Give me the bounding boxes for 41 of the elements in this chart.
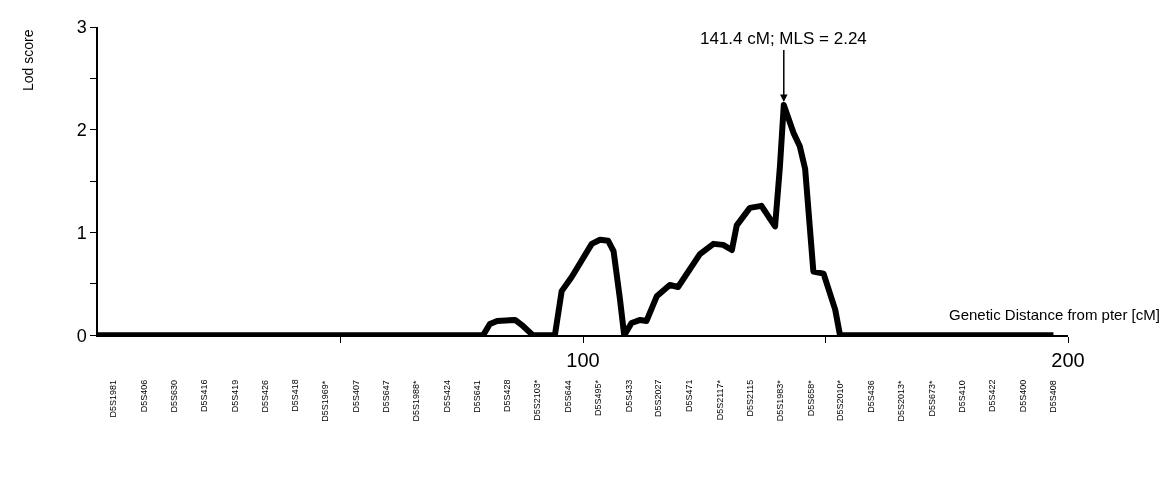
text: D5S419 <box>229 379 240 413</box>
text: D5S641 <box>472 380 483 413</box>
x-axis-title: Genetic Distance from pter [cM] <box>949 306 1160 323</box>
text: D5S433 <box>623 379 634 413</box>
text: D5S2117* <box>714 379 725 421</box>
y-axis-title: Lod score <box>20 29 36 91</box>
text: D5S2103* <box>532 379 543 421</box>
text: D5S673* <box>926 379 937 417</box>
text: D5S408 <box>1048 380 1058 413</box>
text: D5S471 <box>684 379 695 412</box>
text: D5S1981 <box>107 379 118 418</box>
x-tick-label: 100 <box>566 349 600 372</box>
text: D5S2027 <box>653 379 664 418</box>
text: D5S644 <box>563 380 573 413</box>
text: D5S1969* <box>320 380 330 422</box>
text: D5S2010* <box>835 379 846 421</box>
text: D5S418 <box>290 379 301 412</box>
text: D5S406 <box>138 379 149 413</box>
text: D5S630 <box>168 380 179 413</box>
text: D5S647 <box>381 380 392 413</box>
text: D5S424 <box>441 379 452 413</box>
text: D5S1983* <box>774 379 785 422</box>
text: D5S428 <box>502 379 513 413</box>
annotation: 141.4 cM; MLS = 2.24 <box>700 29 867 48</box>
y-tick-label: 1 <box>76 222 87 243</box>
y-tick-label: 2 <box>76 120 87 141</box>
x-tick-label: 200 <box>1051 349 1085 372</box>
y-tick-label: 3 <box>76 17 87 38</box>
text: D5S436 <box>866 380 877 413</box>
text: D5S407 <box>350 379 361 413</box>
text: D5S426 <box>259 380 270 413</box>
text: D5S422 <box>987 379 998 413</box>
text: D5S416 <box>199 379 210 412</box>
text: D5S2013* <box>895 380 906 422</box>
text: D5S400 <box>1017 379 1028 413</box>
text: D5S410 <box>957 380 968 413</box>
text: D5S658* <box>805 379 816 417</box>
text: D5S2115 <box>744 379 755 417</box>
text: D5S1988* <box>410 380 421 422</box>
y-tick-label: 0 <box>76 325 87 346</box>
text: D5S495* <box>593 379 604 416</box>
